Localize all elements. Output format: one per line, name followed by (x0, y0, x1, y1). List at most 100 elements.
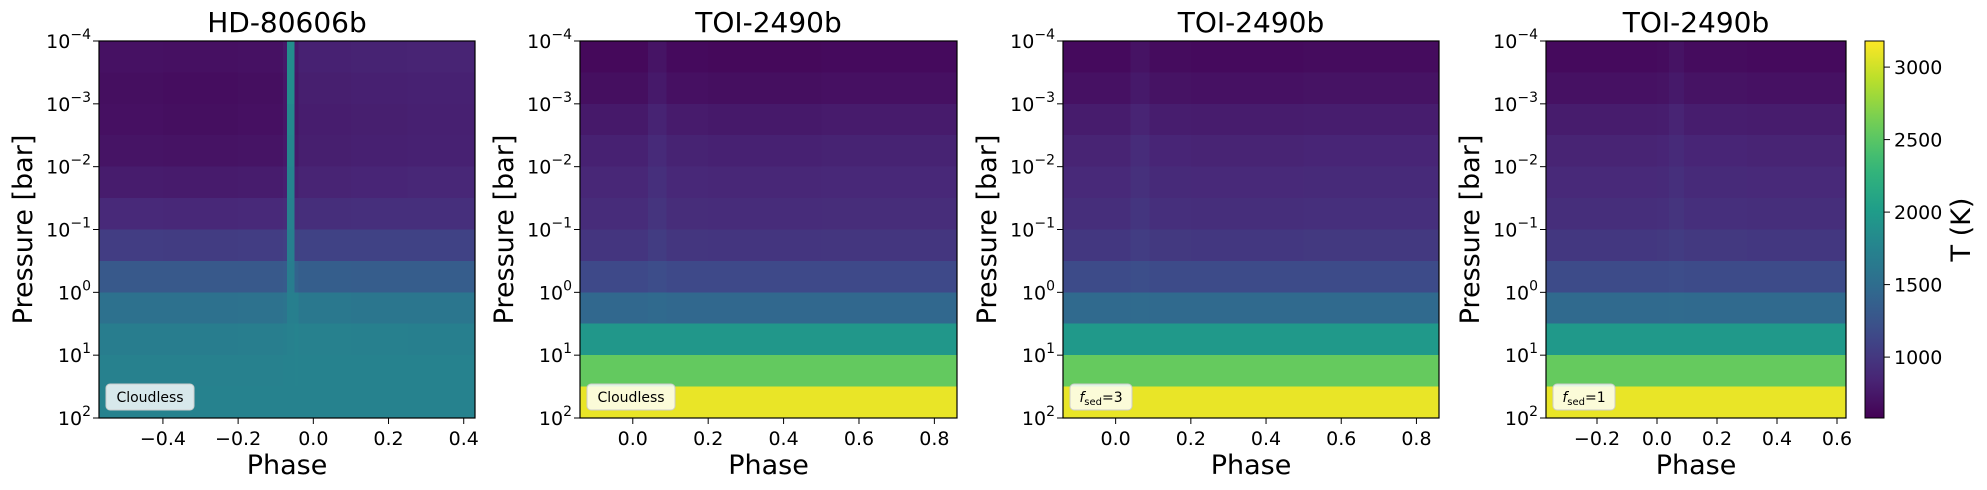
heatmap-cell (1130, 198, 1150, 230)
y-tick-label: 10−1 (1493, 216, 1538, 242)
x-tick-label: 0.0 (1101, 428, 1131, 450)
y-tick-exponent: −1 (1034, 216, 1055, 232)
heatmap-cell (407, 166, 476, 199)
heatmap-cell (1303, 323, 1440, 356)
heatmap-cell (298, 292, 352, 325)
heatmap-cell (99, 41, 164, 73)
heatmap-cell (821, 386, 958, 419)
x-tick-label: 0.4 (1251, 428, 1281, 450)
y-axis-label: Pressure [bar] (1455, 135, 1486, 325)
heatmap-cell (298, 41, 352, 73)
colorbar-tick-label: 2500 (1894, 130, 1942, 152)
heatmap-cell (238, 135, 284, 168)
x-tick-label: 0.2 (693, 428, 723, 450)
heatmap-cell (283, 72, 288, 105)
heatmap-cell (294, 323, 299, 356)
heatmap-cell (821, 166, 958, 199)
heatmap-cell (407, 72, 476, 105)
heatmap-cell (1657, 166, 1670, 199)
heatmap-cell (1190, 260, 1305, 293)
annotation-tail: =1 (1585, 390, 1606, 406)
heatmap-cell (708, 135, 822, 168)
heatmap-cell (99, 166, 164, 199)
heatmap-cell (1303, 166, 1440, 199)
heatmap-cell (1597, 229, 1658, 262)
heatmap-cell (1130, 355, 1150, 388)
heatmap-cell (1546, 72, 1598, 105)
heatmap-cell (1684, 135, 1748, 168)
heatmap-cell (350, 292, 408, 325)
y-tick-exponent: −2 (1517, 153, 1538, 169)
heatmap-cell (1546, 292, 1598, 325)
heatmap-cell (287, 323, 296, 356)
heatmap-cell (1149, 103, 1192, 136)
heatmap-cell (1130, 72, 1150, 105)
heatmap-cell (1130, 260, 1150, 293)
heatmap-cell (1115, 135, 1132, 168)
heatmap-cell (1063, 260, 1117, 293)
heatmap-cell (238, 355, 284, 388)
heatmap-cell (1130, 229, 1150, 262)
heatmap-cell (1303, 135, 1440, 168)
heatmap-cell (1684, 72, 1748, 105)
heatmap-cell (647, 198, 668, 230)
y-tick-exponent: 2 (563, 404, 572, 420)
heatmap-cell (1669, 229, 1685, 262)
x-tick-label: 0.2 (1702, 428, 1732, 450)
heatmap-cell (162, 355, 239, 388)
heatmap-cell (1149, 198, 1192, 230)
heatmap-cell (1669, 260, 1685, 293)
y-tick-base: 10 (1493, 94, 1517, 116)
y-tick-label: 10−2 (46, 153, 91, 179)
heatmap-cell (1669, 166, 1685, 199)
heatmap-cell (1546, 135, 1598, 168)
heatmap-cell (1149, 386, 1192, 419)
annotation-text: Cloudless (116, 390, 183, 406)
colorbar-label: T (K) (1946, 198, 1977, 263)
heatmap-cell (647, 355, 668, 388)
heatmap-cell (1115, 166, 1132, 199)
heatmap-cell (238, 166, 284, 199)
heatmap-cell (1546, 41, 1598, 73)
heatmap-cell (821, 41, 958, 73)
y-tick-label: 100 (1505, 278, 1538, 304)
heatmap-cell (1149, 292, 1192, 325)
heatmap-cell (1597, 41, 1658, 73)
heatmap-cell (162, 135, 239, 168)
heatmap-cell (162, 41, 239, 73)
heatmap-cell (162, 198, 239, 230)
heatmap-cell (1115, 292, 1132, 325)
heatmap-cell (708, 229, 822, 262)
heatmap-cell (1149, 135, 1192, 168)
heatmap-cell (1130, 386, 1150, 419)
y-axis-label: Pressure [bar] (489, 135, 520, 325)
heatmap-cell (580, 198, 634, 230)
y-tick-label: 102 (1022, 404, 1055, 430)
y-tick-base: 10 (58, 345, 82, 367)
heatmap-cell (298, 355, 352, 388)
heatmap-cell (666, 229, 709, 262)
y-tick-label: 10−1 (46, 216, 91, 242)
heatmap-cell (407, 323, 476, 356)
heatmap-cell (238, 41, 284, 73)
y-tick-base: 10 (527, 94, 551, 116)
heatmap-cell (1657, 323, 1670, 356)
heatmap-cell (99, 198, 164, 230)
heatmap-cell (821, 323, 958, 356)
x-tick-label: 0.2 (373, 428, 403, 450)
heatmap-cell (1747, 166, 1847, 199)
annotation: Cloudless (597, 390, 664, 406)
heatmap-cell (580, 260, 634, 293)
y-tick-base: 10 (1505, 408, 1529, 430)
heatmap-cell (99, 260, 164, 293)
y-tick-base: 10 (1010, 94, 1034, 116)
heatmap-cell (1669, 135, 1685, 168)
x-tick-label: 0.2 (1176, 428, 1206, 450)
annotation-subscript: sed (1084, 397, 1102, 408)
heatmap-cell (283, 323, 288, 356)
x-tick-label: 0.0 (1642, 428, 1672, 450)
heatmap-cell (821, 103, 958, 136)
heatmap-cell (708, 166, 822, 199)
heatmap-cell (298, 135, 352, 168)
